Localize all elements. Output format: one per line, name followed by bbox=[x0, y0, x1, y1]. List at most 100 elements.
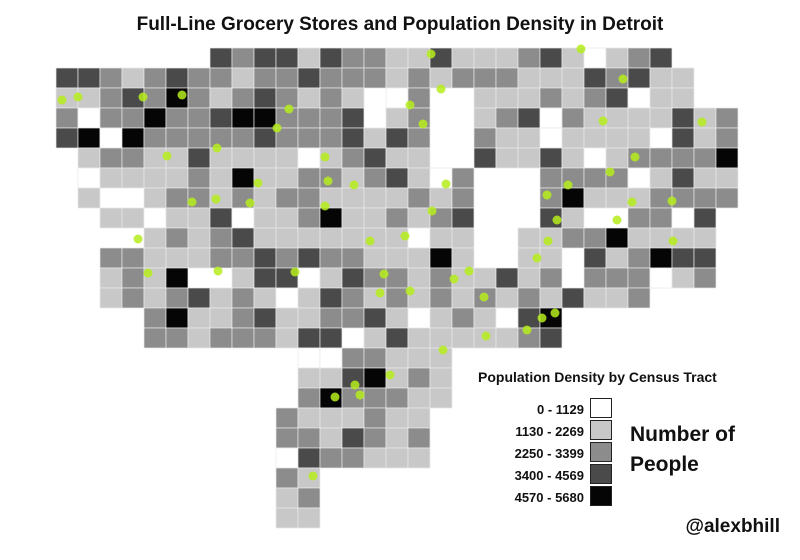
census-tract bbox=[407, 387, 431, 409]
census-tract bbox=[561, 227, 585, 249]
census-tract bbox=[539, 127, 563, 149]
census-tract bbox=[407, 207, 431, 229]
census-tract bbox=[451, 167, 475, 189]
census-tract bbox=[253, 127, 277, 149]
census-tract bbox=[77, 167, 101, 189]
grocery-store-marker bbox=[436, 84, 446, 94]
census-tract bbox=[77, 67, 101, 89]
census-tract bbox=[143, 307, 167, 329]
grocery-store-marker bbox=[418, 119, 428, 129]
census-tract bbox=[231, 127, 255, 149]
census-tract bbox=[275, 307, 299, 329]
census-tract bbox=[495, 267, 519, 289]
census-tract bbox=[671, 267, 695, 289]
census-tract bbox=[319, 367, 343, 389]
grocery-store-marker bbox=[272, 123, 282, 133]
census-tract bbox=[341, 87, 365, 109]
census-tract bbox=[99, 267, 123, 289]
census-tract bbox=[341, 427, 365, 449]
legend-swatch-class-2 bbox=[590, 420, 612, 440]
census-tract bbox=[187, 327, 211, 349]
census-tract bbox=[627, 47, 651, 69]
census-tract bbox=[319, 207, 343, 229]
census-tract bbox=[407, 67, 431, 89]
census-tract bbox=[143, 247, 167, 269]
grocery-store-marker bbox=[349, 180, 359, 190]
census-tract bbox=[363, 447, 387, 469]
census-tract bbox=[253, 267, 277, 289]
census-tract bbox=[209, 147, 233, 169]
census-tract bbox=[55, 107, 79, 129]
census-tract bbox=[539, 167, 563, 189]
census-tract bbox=[517, 107, 541, 129]
census-tract bbox=[517, 127, 541, 149]
legend-label-class-1: 0 - 1129 bbox=[537, 402, 584, 417]
census-tract bbox=[363, 427, 387, 449]
census-tract bbox=[385, 287, 409, 309]
author-credit: @alexbhill bbox=[685, 516, 780, 537]
census-tract bbox=[539, 267, 563, 289]
census-tract bbox=[253, 307, 277, 329]
grocery-store-marker bbox=[57, 95, 67, 105]
census-tract bbox=[275, 327, 299, 349]
census-tract bbox=[385, 87, 409, 109]
census-tract bbox=[561, 287, 585, 309]
census-tract bbox=[275, 227, 299, 249]
census-tract bbox=[275, 467, 299, 489]
census-tract bbox=[231, 247, 255, 269]
grocery-store-marker bbox=[405, 100, 415, 110]
census-tract bbox=[451, 327, 475, 349]
census-tract bbox=[275, 47, 299, 69]
grocery-store-marker bbox=[630, 152, 640, 162]
census-tract bbox=[297, 507, 321, 529]
census-tract bbox=[165, 127, 189, 149]
census-tract bbox=[253, 227, 277, 249]
census-tract bbox=[187, 287, 211, 309]
census-tract bbox=[55, 127, 79, 149]
census-tract bbox=[143, 187, 167, 209]
census-tract bbox=[121, 67, 145, 89]
census-tract bbox=[165, 107, 189, 129]
census-tract bbox=[407, 247, 431, 269]
census-tract bbox=[99, 287, 123, 309]
census-tract bbox=[99, 147, 123, 169]
legend-swatch-class-1 bbox=[590, 398, 612, 418]
census-tract bbox=[165, 267, 189, 289]
census-tract bbox=[275, 287, 299, 309]
census-tract bbox=[693, 147, 717, 169]
census-tract bbox=[319, 427, 343, 449]
census-tract bbox=[55, 67, 79, 89]
census-tract bbox=[363, 147, 387, 169]
grocery-store-marker bbox=[618, 74, 628, 84]
census-tract bbox=[649, 207, 673, 229]
census-tract bbox=[495, 307, 519, 329]
census-tract bbox=[297, 387, 321, 409]
census-tract bbox=[605, 227, 629, 249]
census-tract bbox=[605, 147, 629, 169]
census-tract bbox=[341, 47, 365, 69]
census-tract bbox=[231, 47, 255, 69]
census-tract bbox=[473, 267, 497, 289]
census-tract bbox=[627, 227, 651, 249]
census-tract bbox=[319, 347, 343, 369]
census-tract bbox=[363, 307, 387, 329]
census-tract bbox=[561, 187, 585, 209]
census-tract bbox=[297, 107, 321, 129]
census-tract bbox=[473, 87, 497, 109]
grocery-store-marker bbox=[290, 267, 300, 277]
census-tract bbox=[275, 447, 299, 469]
census-tract bbox=[341, 207, 365, 229]
census-tract bbox=[693, 187, 717, 209]
census-tract bbox=[407, 347, 431, 369]
census-tract bbox=[253, 187, 277, 209]
census-tract bbox=[187, 227, 211, 249]
census-tract bbox=[275, 147, 299, 169]
grocery-store-marker bbox=[320, 201, 330, 211]
census-tract bbox=[209, 327, 233, 349]
census-tract bbox=[561, 127, 585, 149]
grocery-store-marker bbox=[330, 392, 340, 402]
census-tract bbox=[671, 207, 695, 229]
census-tract bbox=[231, 227, 255, 249]
census-tract bbox=[297, 227, 321, 249]
census-tract bbox=[495, 327, 519, 349]
